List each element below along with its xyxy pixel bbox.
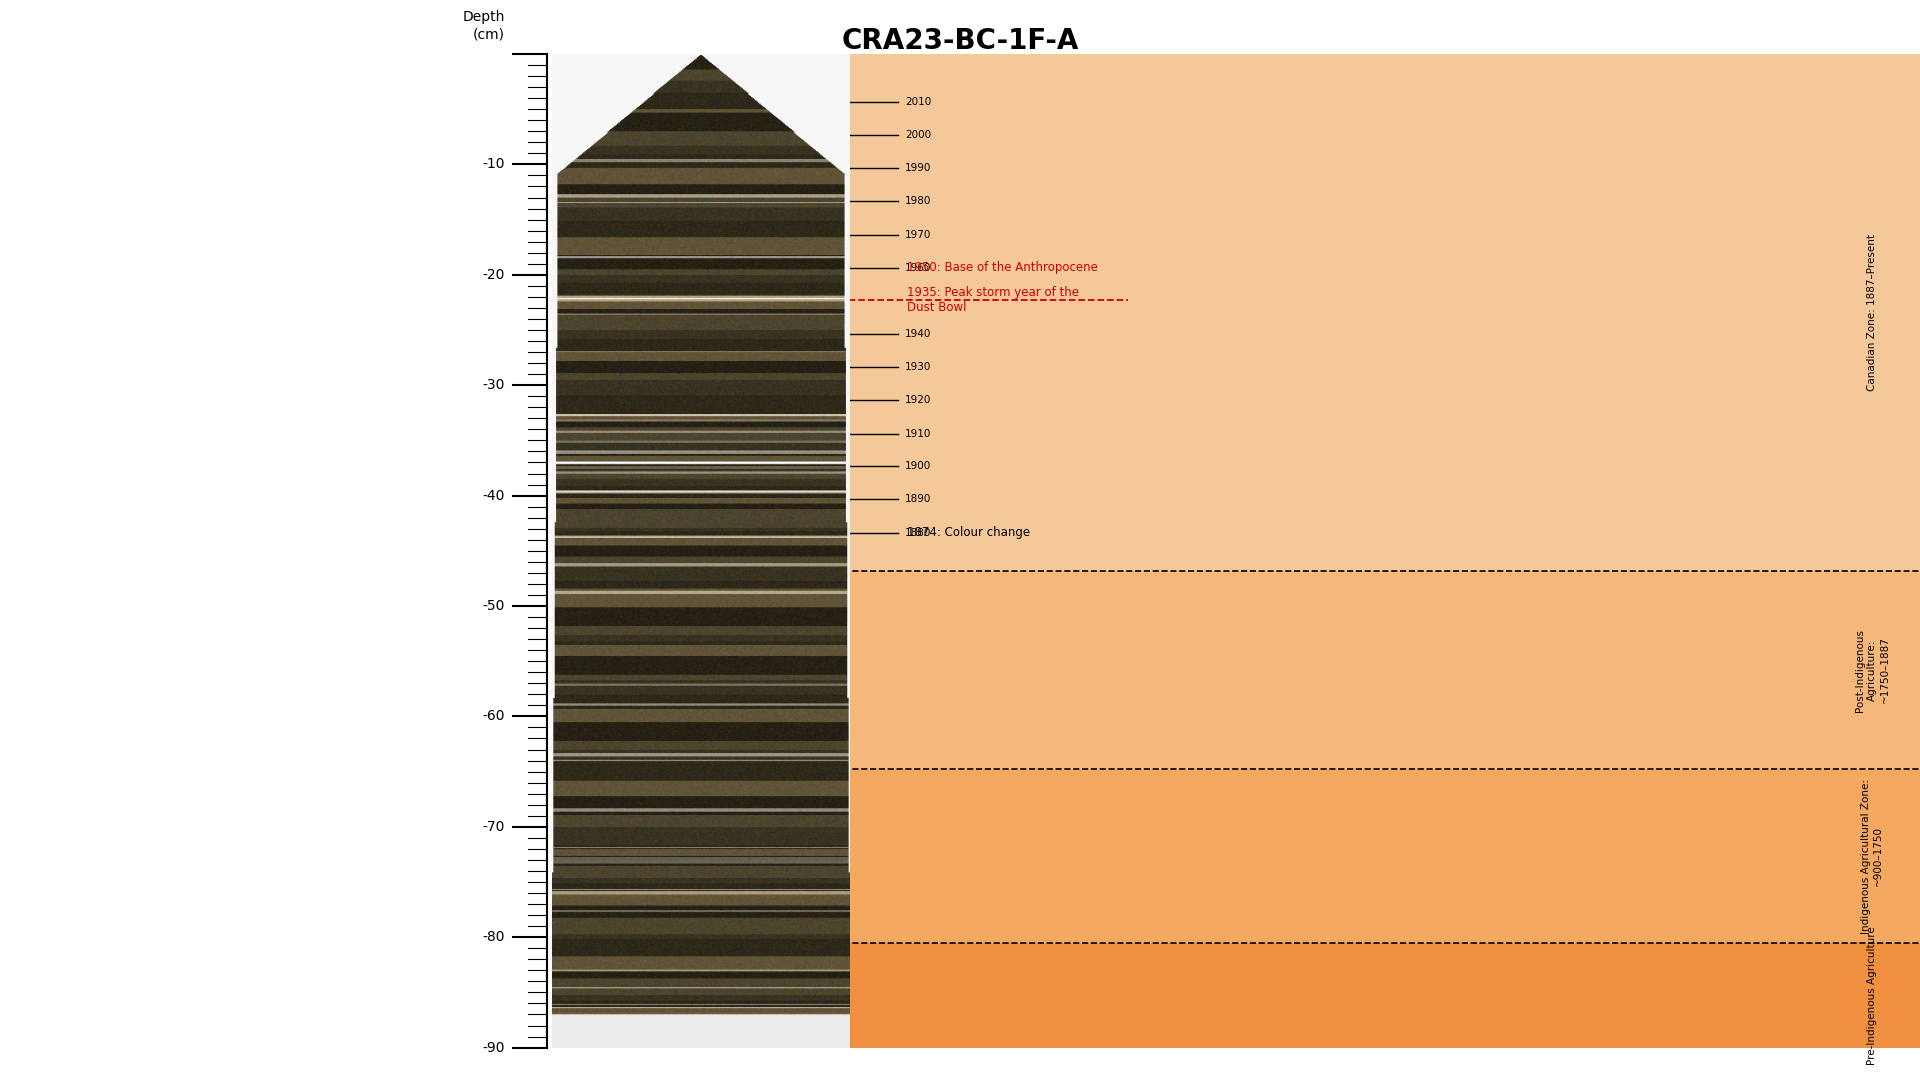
Text: -10: -10 [482,158,505,172]
Text: 1910: 1910 [906,429,931,438]
Text: 1880: 1880 [906,528,931,538]
Text: 1935: Peak storm year of the
Dust Bowl: 1935: Peak storm year of the Dust Bowl [908,286,1079,314]
Text: -80: -80 [482,930,505,944]
Text: Depth
(cm): Depth (cm) [463,10,505,41]
Text: -40: -40 [482,488,505,502]
Text: Indigenous Agricultural Zone:
~900–1750: Indigenous Agricultural Zone: ~900–1750 [1860,779,1884,934]
Text: 1960: 1960 [906,262,931,272]
Text: 1980: 1980 [906,197,931,206]
Bar [845,769,1920,943]
Text: 1990: 1990 [906,163,931,173]
Text: 1890: 1890 [906,495,931,504]
Text: -70: -70 [482,820,505,834]
Text: 1930: 1930 [906,362,931,372]
Text: 1970: 1970 [906,230,931,240]
Text: Post-Indigenous
Agriculture:
~1750–1887: Post-Indigenous Agriculture: ~1750–1887 [1855,629,1889,712]
Text: 1950: Base of the Anthropocene: 1950: Base of the Anthropocene [908,261,1098,274]
Text: 2010: 2010 [906,97,931,107]
Text: Canadian Zone: 1887–Present: Canadian Zone: 1887–Present [1866,234,1878,391]
Text: 1874: Colour change: 1874: Colour change [908,526,1031,539]
Text: -50: -50 [482,599,505,613]
Text: -90: -90 [482,1041,505,1054]
Text: Pre-Indigenous Agriculture: Pre-Indigenous Agriculture [1866,926,1878,1065]
Text: -60: -60 [482,710,505,724]
Bar [845,943,1920,1048]
Text: -30: -30 [482,378,505,392]
Bar [553,54,849,570]
Text: 1900: 1900 [906,461,931,471]
Text: 2000: 2000 [906,131,931,140]
Text: -20: -20 [482,268,505,282]
Bar [845,570,1920,769]
Text: CRA23-BC-1F-A: CRA23-BC-1F-A [841,27,1079,55]
Text: 1940: 1940 [906,329,931,339]
Bar [845,54,1920,570]
Text: 1920: 1920 [906,395,931,405]
